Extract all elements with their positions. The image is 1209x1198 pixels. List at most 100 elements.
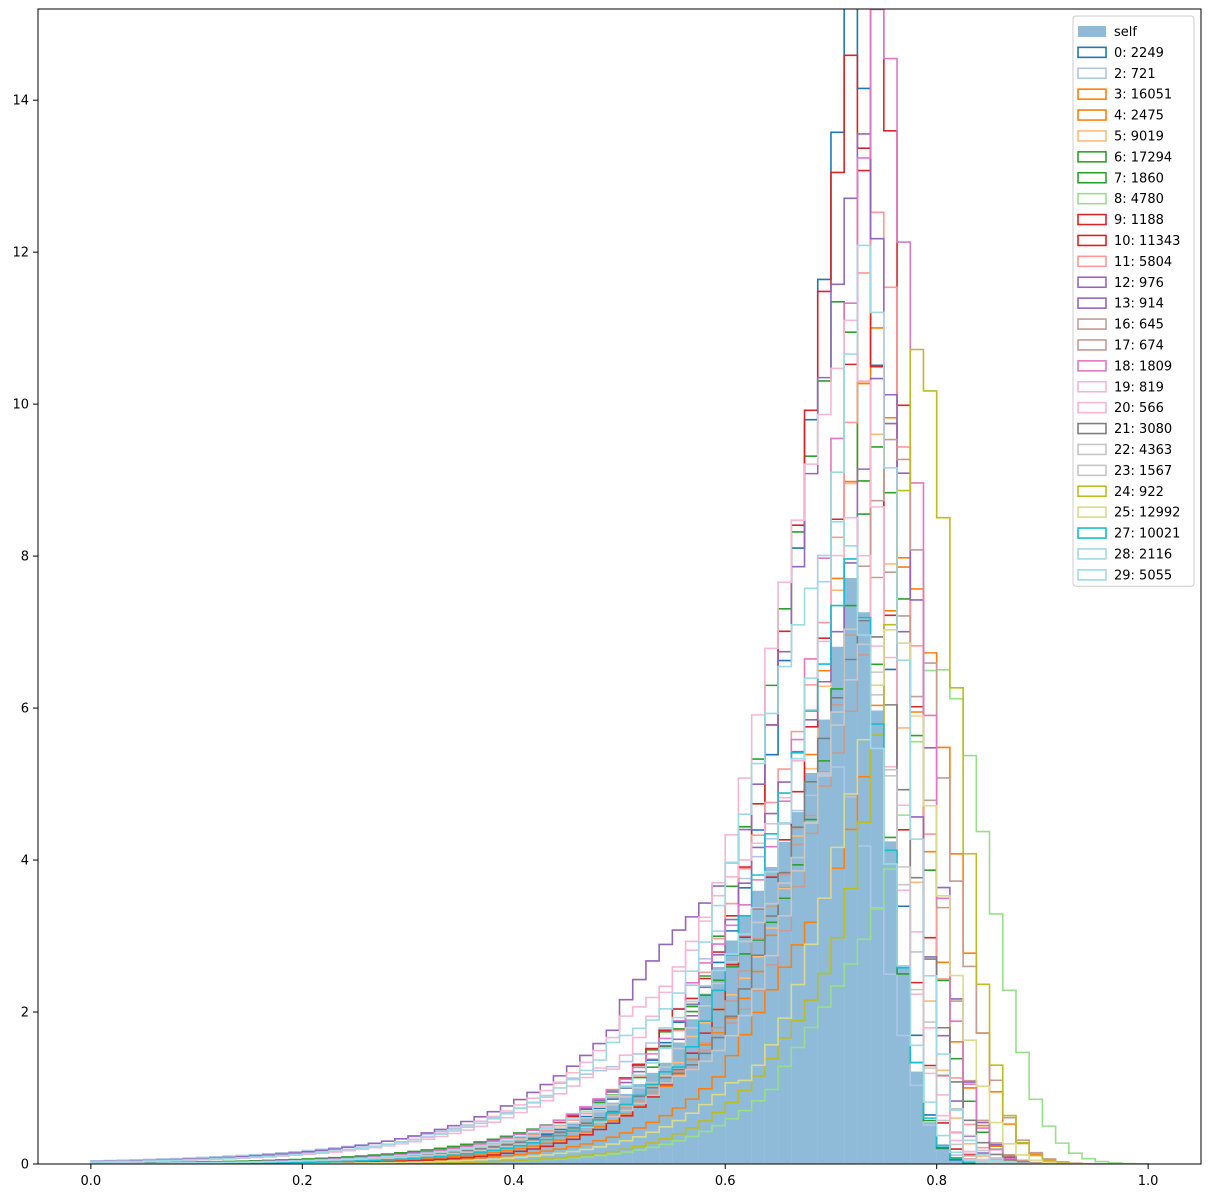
histogram-step-series	[90, 558, 1149, 1164]
legend-label: 6: 17294	[1114, 150, 1172, 165]
x-tick-label: 0.8	[926, 1174, 947, 1189]
histogram-bar-self	[830, 646, 845, 1164]
histogram-bar-self	[579, 1116, 594, 1164]
histogram-bar-self	[923, 1122, 937, 1164]
histogram-bar-self	[910, 1071, 924, 1164]
legend-swatch	[1077, 213, 1107, 226]
y-tick-label: 14	[12, 94, 29, 109]
legend-swatch	[1077, 360, 1107, 372]
legend-label: 16: 645	[1114, 318, 1164, 333]
legend-swatch	[1078, 25, 1106, 37]
legend-swatch	[1077, 339, 1107, 351]
legend-label: 2: 721	[1114, 67, 1156, 82]
legend-swatch	[1077, 318, 1107, 330]
histogram-bar-self	[870, 710, 884, 1164]
axes-frame	[37, 8, 1202, 1165]
legend-swatch	[1077, 109, 1107, 121]
x-tick-label: 0.0	[81, 1174, 102, 1189]
legend-swatch	[1077, 548, 1107, 560]
plot-area	[90, 9, 1149, 1164]
legend-label: 18: 1809	[1114, 359, 1172, 374]
histogram-bar-self	[672, 1042, 686, 1164]
legend-label: 17: 674	[1114, 338, 1164, 353]
legend-label: 0: 2249	[1114, 46, 1164, 61]
histogram-bar-self	[738, 914, 752, 1164]
legend-swatch	[1077, 88, 1107, 100]
legend-swatch	[1077, 234, 1107, 247]
histogram-bar-self	[606, 1102, 620, 1164]
legend-swatch	[1077, 485, 1107, 498]
legend-swatch	[1077, 464, 1107, 477]
y-tick-label: 12	[12, 246, 29, 261]
axes: 0.0 0.2 0.4 0.6 0.8 1.0 0 2 4 6 8 10 12 14	[12, 8, 1202, 1189]
legend-label: 4: 2475	[1114, 109, 1164, 124]
legend-label: 25: 12992	[1114, 506, 1180, 521]
legend-label: 20: 566	[1114, 401, 1164, 416]
x-tick-label: 1.0	[1138, 1174, 1159, 1189]
legend-swatch	[1077, 192, 1107, 205]
legend-swatch	[1077, 130, 1107, 142]
histogram-bar-self	[698, 993, 713, 1164]
histogram-step-series	[90, 521, 1149, 1164]
histogram-bar-self	[936, 1147, 950, 1164]
legend-swatch	[1077, 443, 1107, 456]
legend-label: 27: 10021	[1114, 527, 1180, 542]
legend-swatch	[1077, 276, 1107, 289]
histogram-bar-self	[949, 1158, 964, 1164]
y-tick-label: 0	[21, 1158, 29, 1173]
x-tick-label: 0.2	[292, 1174, 313, 1189]
legend-label: self	[1114, 25, 1137, 40]
legend-swatch	[1077, 569, 1107, 581]
histogram-bar-self	[791, 812, 805, 1164]
legend-swatch	[1077, 527, 1107, 539]
legend-label: 3: 16051	[1114, 88, 1172, 103]
y-tick-label: 4	[21, 854, 29, 869]
legend-label: 24: 922	[1114, 485, 1164, 500]
histogram-bar-self	[619, 1093, 633, 1164]
legend-label: 10: 11343	[1114, 234, 1180, 249]
histogram-bar-self	[883, 841, 898, 1164]
legend-swatch	[1077, 67, 1107, 80]
histogram-bar-self	[844, 578, 858, 1164]
legend-label: 23: 1567	[1114, 464, 1172, 479]
legend-label: 19: 819	[1114, 380, 1164, 395]
histogram-bar-self	[778, 841, 792, 1164]
x-tick-label: 0.6	[715, 1174, 736, 1189]
histogram-bar-self	[685, 1019, 699, 1164]
y-tick-label: 8	[21, 550, 29, 565]
legend-label: 21: 3080	[1114, 422, 1172, 437]
histogram-bar-self	[857, 612, 871, 1164]
legend-swatch	[1077, 255, 1107, 268]
legend-swatch	[1077, 506, 1107, 518]
legend: self 0: 2249 2: 721 3: 16051 4: 2475 5: 9019 6…	[1072, 15, 1195, 587]
histogram-bar-self	[566, 1122, 580, 1164]
legend-label: 11: 5804	[1114, 255, 1172, 270]
histogram-bar-self	[804, 772, 818, 1164]
legend-label: 5: 9019	[1114, 129, 1164, 144]
x-tick-label: 0.4	[503, 1174, 524, 1189]
histogram-bar-self	[764, 867, 779, 1164]
histogram-bar-self	[817, 719, 831, 1164]
legend-swatch	[1077, 297, 1107, 309]
histogram-step-series	[90, 244, 1149, 1164]
histogram-bar-self	[553, 1127, 567, 1164]
legend-label: 28: 2116	[1114, 547, 1172, 562]
legend-swatch	[1077, 422, 1107, 435]
histogram-bar-self	[751, 890, 765, 1164]
histogram-bar-self	[725, 940, 739, 1164]
y-tick-label: 10	[12, 398, 29, 413]
legend-label: 13: 914	[1114, 297, 1164, 312]
legend-label: 8: 4780	[1114, 192, 1164, 207]
legend-label: 7: 1860	[1114, 171, 1164, 186]
histogram-bar-self	[593, 1110, 607, 1164]
y-tick-label: 6	[21, 702, 29, 717]
y-tick-label: 2	[21, 1006, 29, 1021]
legend-swatch	[1077, 401, 1107, 414]
histogram-bar-self	[712, 966, 726, 1164]
legend-label: 9: 1188	[1114, 213, 1164, 228]
legend-swatch	[1077, 46, 1107, 59]
legend-label: 12: 976	[1114, 276, 1164, 291]
legend-label: 29: 5055	[1114, 568, 1172, 583]
